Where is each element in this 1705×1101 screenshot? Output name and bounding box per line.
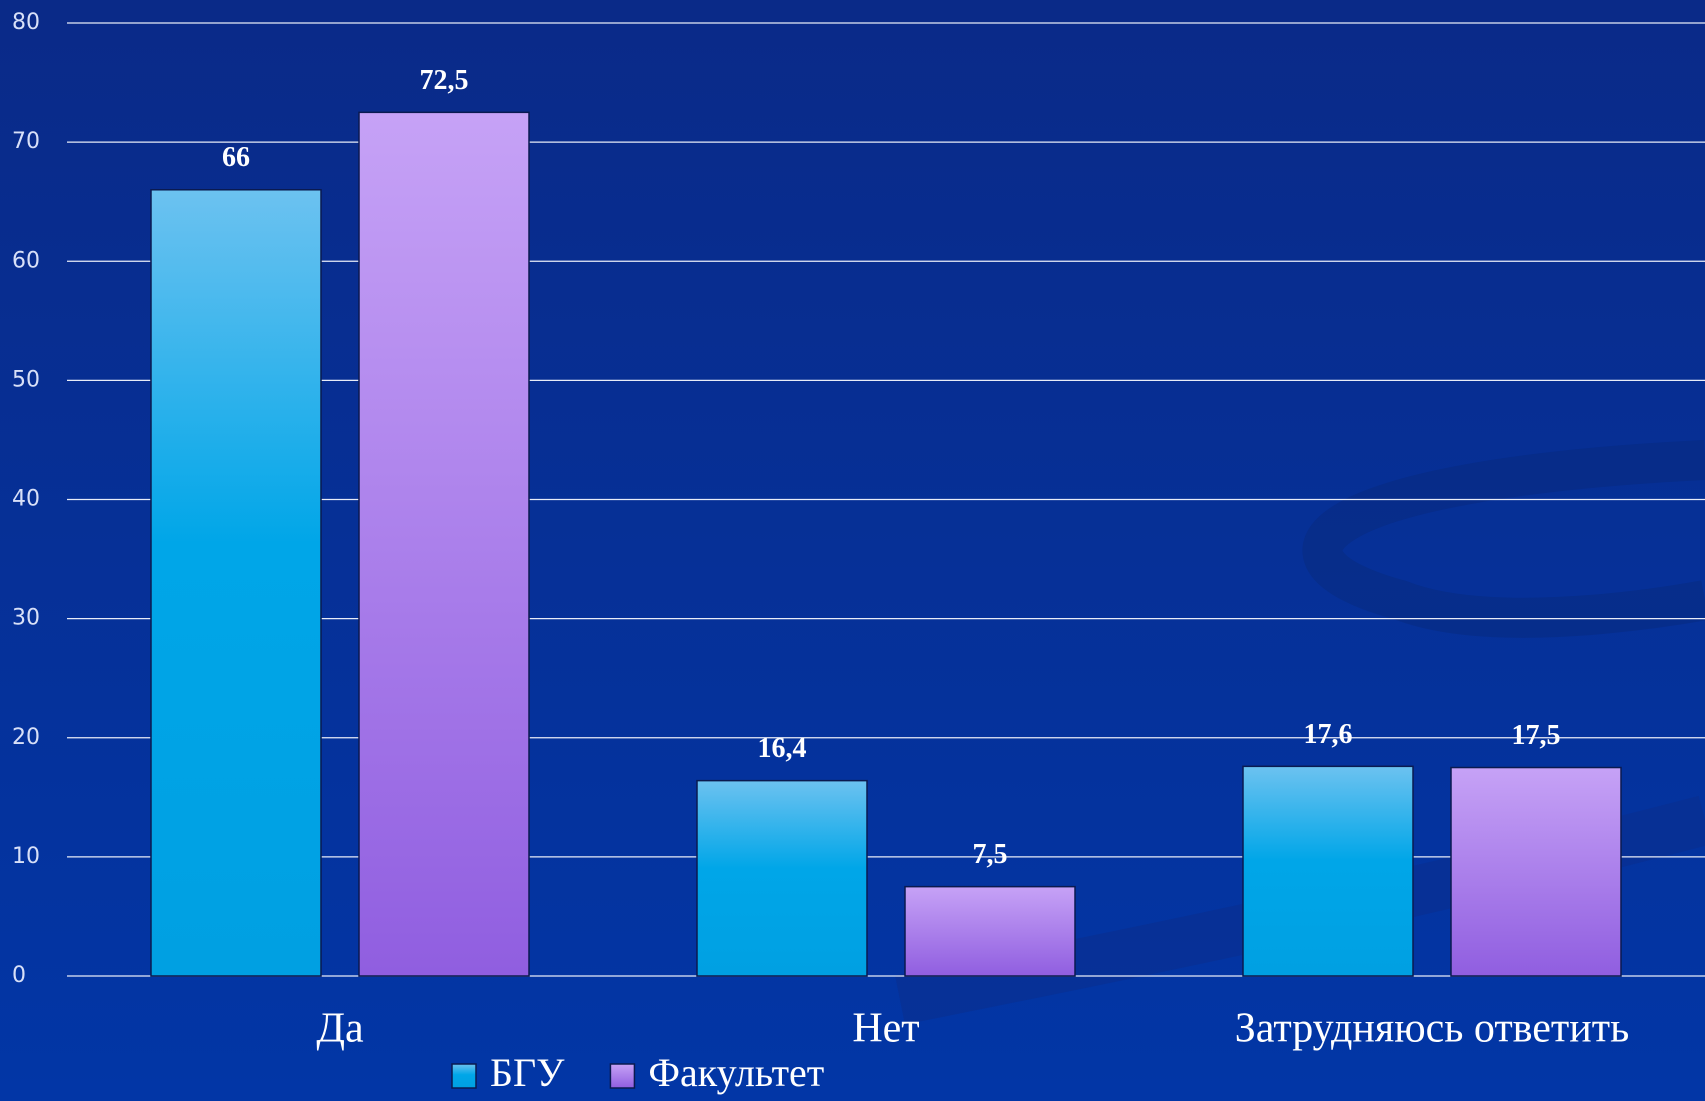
y-tick-label: 60 — [12, 248, 40, 273]
y-tick-label: 10 — [12, 844, 40, 869]
y-tick-label: 20 — [12, 725, 40, 750]
y-tick-label: 0 — [12, 963, 26, 988]
bar — [696, 779, 868, 977]
data-label: 17,5 — [1512, 720, 1561, 751]
x-tick-label: Нет — [852, 1006, 919, 1052]
bar — [1450, 766, 1622, 977]
bar — [358, 111, 530, 977]
decor — [1302, 440, 1705, 638]
legend-swatch — [451, 1063, 477, 1089]
data-label: 17,6 — [1304, 719, 1353, 750]
x-tick-label: Затрудняюсь ответить — [1235, 1006, 1629, 1052]
x-tick-label: Да — [316, 1006, 364, 1052]
y-tick-label: 30 — [12, 606, 40, 631]
bar — [1242, 765, 1414, 977]
legend-swatch — [609, 1063, 636, 1089]
data-label: 72,5 — [420, 65, 469, 96]
legend-label: Факультет — [648, 1050, 824, 1095]
y-tick-label: 50 — [12, 367, 40, 392]
bar — [150, 189, 322, 977]
y-tick-label: 40 — [12, 487, 40, 512]
legend-label: БГУ — [490, 1050, 565, 1095]
bar — [904, 885, 1076, 977]
data-label: 16,4 — [758, 733, 807, 764]
y-tick-label: 70 — [12, 129, 40, 154]
data-label: 7,5 — [973, 839, 1008, 870]
data-label: 66 — [222, 142, 250, 173]
y-tick-label: 80 — [12, 10, 40, 35]
